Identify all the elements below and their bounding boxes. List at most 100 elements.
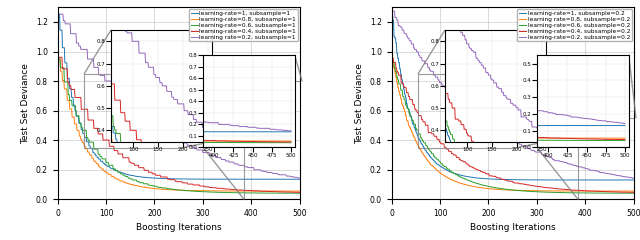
learning-rate=0.2, subsample=0.2 [519,144,527,147]
learning-rate=1, subsample=1 [185,178,193,180]
learning-rate=1, subsample=1 [296,178,303,181]
learning rate=0.2, subsample=1 [296,176,303,179]
learning-rate=1, subsample=0.2 [586,179,594,181]
learning-rate=0.6, subsample=0.2 [586,192,594,194]
learning rate=0.8, subsample=0.2 [532,189,540,192]
learning-rate=0.8, subsample=1 [54,57,62,60]
learning-rate=1, subsample=1 [295,178,303,181]
Bar [84,74,184,148]
learning-rate=0.4, subsample=1 [292,191,300,194]
Bar [578,118,636,199]
learning-rate=1, subsample=0.2 [630,179,637,181]
Line: learning rate=0.2, subsample=1: learning rate=0.2, subsample=1 [58,14,300,178]
X-axis label: Boosting Iterations: Boosting Iterations [470,223,556,233]
learning-rate=0.6, subsample=1 [296,192,303,195]
Line: learning-rate=0.6, subsample=1: learning-rate=0.6, subsample=1 [58,59,300,193]
learning-rate=0.4, subsample=0.2 [628,191,636,194]
learning-rate=0.4, subsample=1 [54,56,62,59]
learning rate=0.2, subsample=1 [169,133,177,136]
learning-rate=0.4, subsample=0.2 [519,182,527,185]
Line: learning-rate=1, subsample=0.2: learning-rate=1, subsample=0.2 [392,14,634,180]
learning-rate=0.6, subsample=0.2 [630,192,637,195]
learning-rate=0.4, subsample=1 [185,183,193,186]
learning-rate=0.4, subsample=1 [198,185,205,187]
Line: learning-rate=0.2, subsample=0.2: learning-rate=0.2, subsample=0.2 [392,11,634,178]
learning-rate=0.4, subsample=0.2 [503,179,511,182]
Line: learning-rate=1, subsample=1: learning-rate=1, subsample=1 [58,14,300,179]
learning-rate=0.6, subsample=1 [252,192,260,194]
learning-rate=0.2, subsample=0.2 [629,177,637,180]
learning-rate=0.6, subsample=1 [169,187,177,190]
learning rate=0.8, subsample=0.2 [388,57,396,60]
learning-rate=0.8, subsample=1 [170,188,178,191]
learning rate=0.2, subsample=1 [170,137,178,140]
learning rate=0.8, subsample=0.2 [630,190,637,192]
learning-rate=0.8, subsample=1 [296,190,303,192]
learning-rate=0.6, subsample=0.2 [519,190,527,192]
learning-rate=0.4, subsample=1 [290,191,298,194]
learning-rate=0.2, subsample=0.2 [504,137,512,140]
learning-rate=0.8, subsample=1 [252,190,260,192]
Line: learning-rate=0.4, subsample=1: learning-rate=0.4, subsample=1 [58,57,300,192]
learning-rate=1, subsample=0.2 [624,179,632,181]
learning-rate=1, subsample=0.2 [629,179,637,181]
Bar [418,74,517,148]
learning-rate=1, subsample=0.2 [503,178,511,181]
learning rate=0.2, subsample=1 [54,13,62,16]
learning-rate=0.4, subsample=0.2 [388,56,396,59]
Line: learning-rate=0.8, subsample=1: learning-rate=0.8, subsample=1 [58,59,300,191]
learning-rate=0.2, subsample=0.2 [624,176,632,179]
Line: learning rate=0.8, subsample=0.2: learning rate=0.8, subsample=0.2 [392,59,634,191]
learning-rate=0.8, subsample=1 [185,189,193,192]
learning-rate=1, subsample=1 [169,177,177,180]
learning-rate=0.6, subsample=0.2 [504,188,512,191]
learning rate=0.2, subsample=1 [294,176,301,179]
Y-axis label: Test Set Deviance: Test Set Deviance [21,63,30,144]
learning-rate=0.2, subsample=0.2 [586,169,594,172]
learning-rate=0.2, subsample=0.2 [630,177,637,180]
Line: learning-rate=0.4, subsample=0.2: learning-rate=0.4, subsample=0.2 [392,58,634,192]
learning-rate=1, subsample=0.2 [532,179,540,181]
learning-rate=1, subsample=1 [170,177,178,180]
learning-rate=1, subsample=1 [54,12,62,15]
learning rate=0.2, subsample=1 [290,175,298,178]
learning-rate=0.4, subsample=1 [252,190,260,192]
learning-rate=0.6, subsample=1 [170,188,178,191]
learning-rate=0.6, subsample=0.2 [532,190,540,193]
Legend: learning-rate=1, subsample=1, learning-rate=0.8, subsample=1, learning-rate=0.6,: learning-rate=1, subsample=1, learning-r… [189,9,298,41]
learning-rate=1, subsample=1 [252,178,260,181]
learning-rate=0.2, subsample=0.2 [532,151,540,154]
learning-rate=0.6, subsample=1 [198,190,205,193]
learning rate=0.2, subsample=1 [252,168,260,171]
learning-rate=0.8, subsample=1 [290,190,298,192]
learning rate=0.8, subsample=0.2 [503,188,511,191]
learning-rate=1, subsample=0.2 [519,178,527,181]
learning-rate=1, subsample=0.2 [504,178,512,181]
learning-rate=0.8, subsample=1 [198,189,205,192]
Legend: learning-rate=1, subsample=0.2, learning rate=0.8, subsample=0.2, learning-rate=: learning-rate=1, subsample=0.2, learning… [517,9,632,41]
learning-rate=0.6, subsample=0.2 [388,57,396,60]
learning rate=0.8, subsample=0.2 [504,189,512,192]
learning-rate=1, subsample=0.2 [388,12,396,15]
learning-rate=0.2, subsample=0.2 [503,137,511,139]
learning-rate=1, subsample=1 [290,178,298,181]
learning-rate=0.4, subsample=0.2 [532,185,540,188]
learning-rate=0.4, subsample=0.2 [586,190,594,192]
learning rate=0.2, subsample=1 [185,144,193,147]
Y-axis label: Test Set Deviance: Test Set Deviance [355,63,364,144]
learning-rate=0.2, subsample=0.2 [388,10,396,13]
learning-rate=0.4, subsample=1 [170,178,178,181]
learning rate=0.8, subsample=0.2 [519,189,527,192]
learning-rate=0.8, subsample=1 [169,188,177,191]
learning rate=0.8, subsample=0.2 [629,190,637,192]
learning rate=0.8, subsample=0.2 [624,190,632,192]
learning-rate=0.6, subsample=1 [54,58,62,61]
X-axis label: Boosting Iterations: Boosting Iterations [136,223,221,233]
learning-rate=0.4, subsample=1 [296,191,303,194]
learning-rate=0.6, subsample=1 [185,189,193,192]
learning-rate=0.6, subsample=0.2 [624,192,632,195]
learning-rate=0.4, subsample=0.2 [630,191,637,194]
learning rate=0.2, subsample=1 [198,149,205,151]
learning rate=0.8, subsample=0.2 [586,190,594,192]
learning-rate=0.6, subsample=1 [290,192,298,195]
